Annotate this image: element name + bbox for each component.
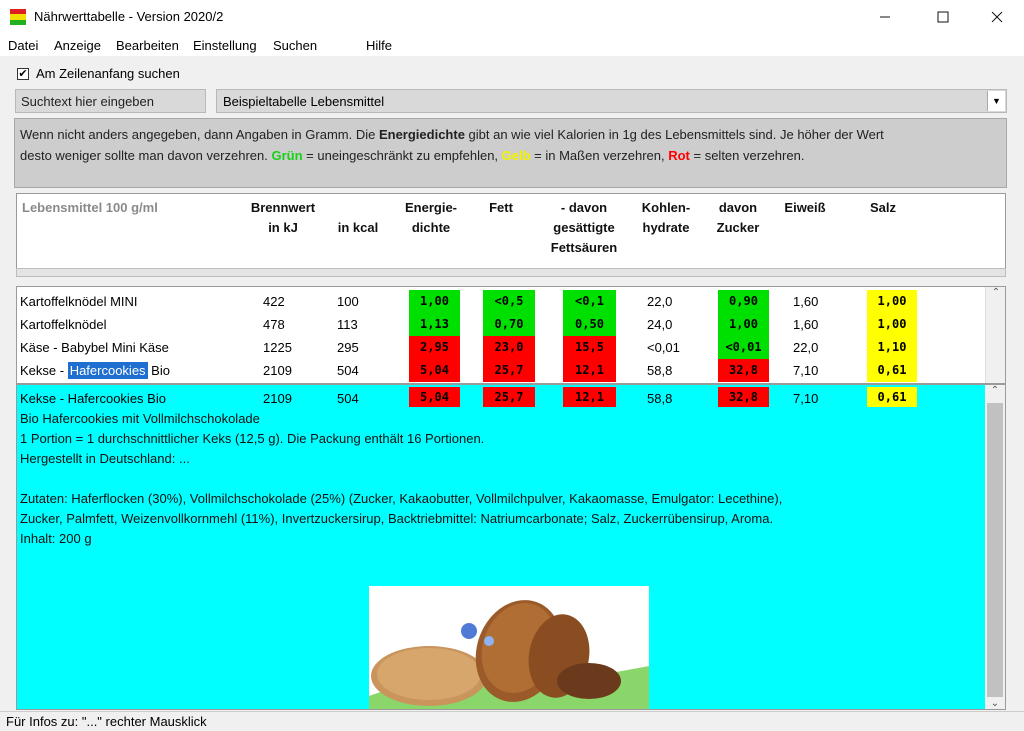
header-density[interactable]: Energie-dichte xyxy=(404,200,457,235)
window-title: Nährwerttabelle - Version 2020/2 xyxy=(34,9,224,24)
header-sugar[interactable]: davon Zucker xyxy=(716,200,760,235)
column-header: Lebensmittel 100 g/ml Brennwert in kJ in … xyxy=(16,193,1006,270)
legend-green: Grün xyxy=(271,148,303,163)
title-bar: Nährwerttabelle - Version 2020/2 xyxy=(0,0,1024,34)
header-protein[interactable]: Eiweiß xyxy=(784,200,826,215)
close-button[interactable] xyxy=(974,0,1020,34)
menu-einstellung[interactable]: Einstellung xyxy=(193,38,257,53)
menu-hilfe[interactable]: Hilfe xyxy=(366,38,393,53)
menu-datei[interactable]: Datei xyxy=(8,38,39,53)
scroll-thumb[interactable] xyxy=(987,403,1003,697)
minimize-button[interactable] xyxy=(862,0,908,34)
status-bar: Für Infos zu: "..." rechter Mausklick xyxy=(0,711,1024,731)
legend-yellow-text: = in Maßen verzehren, xyxy=(530,148,669,163)
scroll-up-icon[interactable]: ⌃ xyxy=(990,385,1000,396)
table-row-selected[interactable]: Kekse - Hafercookies Bio 2109 504 5,04 2… xyxy=(17,359,985,382)
menu-suchen[interactable]: Suchen xyxy=(273,38,318,53)
info-energy-density: Energiedichte xyxy=(378,127,465,142)
cookie-image xyxy=(369,586,649,709)
info-panel: Wenn nicht anders angegeben, dann Angabe… xyxy=(14,118,1007,188)
header-kj[interactable]: Brennwert in kJ xyxy=(250,200,316,235)
maximize-icon xyxy=(937,11,949,23)
search-start-label: Am Zeilenanfang suchen xyxy=(36,66,180,81)
chevron-down-icon[interactable]: ▼ xyxy=(987,91,1005,111)
table-row[interactable]: Käse - Babybel Mini Käse 1225 295 2,95 2… xyxy=(17,336,985,359)
app-icon xyxy=(10,9,26,25)
header-carbs[interactable]: Kohlen-hydrate xyxy=(641,200,691,235)
legend-green-text: = uneingeschränkt zu empfehlen, xyxy=(302,148,502,163)
legend-yellow: Gelb xyxy=(501,148,531,163)
maximize-button[interactable] xyxy=(920,0,966,34)
search-start-checkbox[interactable]: ✔ xyxy=(17,67,29,80)
minimize-icon xyxy=(880,16,890,18)
header-saturated[interactable]: - davon gesättigte Fettsäuren xyxy=(550,200,618,255)
header-kcal[interactable]: in kcal xyxy=(337,220,379,235)
menu-anzeige[interactable]: Anzeige xyxy=(54,38,101,53)
detail-scrollbar[interactable]: ⌃ ⌄ xyxy=(985,385,1005,709)
legend-red-text: = selten verzehren. xyxy=(689,148,805,163)
header-salt[interactable]: Salz xyxy=(869,200,896,215)
info-text-1b: gibt an wie viel Kalorien in 1g des Lebe… xyxy=(464,127,884,142)
search-input[interactable]: Suchtext hier eingeben xyxy=(15,89,206,113)
table-row[interactable]: Kartoffelknödel 478 113 1,13 0,70 0,50 2… xyxy=(17,313,985,336)
menu-bar: Datei Anzeige Bearbeiten Einstellung Suc… xyxy=(0,34,1024,56)
scroll-up-icon[interactable]: ⌃ xyxy=(991,287,1001,298)
header-fat[interactable]: Fett xyxy=(489,200,513,215)
table-row[interactable]: Kartoffelknödel MINI 422 100 1,00 <0,5 <… xyxy=(17,290,985,313)
food-table: Kartoffelknödel MINI 422 100 1,00 <0,5 <… xyxy=(16,286,1006,384)
header-food[interactable]: Lebensmittel 100 g/ml xyxy=(22,200,158,215)
detail-panel: Kekse - Hafercookies Bio 2109 504 5,04 2… xyxy=(16,384,1006,710)
table-select[interactable]: Beispieltabelle Lebensmittel ▼ xyxy=(216,89,1007,113)
header-splitter[interactable] xyxy=(16,268,1006,277)
menu-bearbeiten[interactable]: Bearbeiten xyxy=(116,38,179,53)
info-text-2: desto weniger sollte man davon verzehren… xyxy=(20,148,272,163)
close-icon xyxy=(991,11,1003,23)
detail-row: Kekse - Hafercookies Bio 2109 504 5,04 2… xyxy=(17,387,985,409)
table-scrollbar[interactable]: ⌃ xyxy=(985,287,1005,383)
scroll-down-icon[interactable]: ⌄ xyxy=(990,698,1000,709)
search-start-option[interactable]: ✔ Am Zeilenanfang suchen xyxy=(17,66,180,81)
selected-text: Hafercookies xyxy=(67,362,148,379)
table-select-value: Beispieltabelle Lebensmittel xyxy=(223,94,385,109)
detail-description[interactable]: Bio Hafercookies mit Vollmilchschokolade… xyxy=(20,411,783,546)
legend-red: Rot xyxy=(668,148,690,163)
info-text-1a: Wenn nicht anders angegeben, dann Angabe… xyxy=(20,127,379,142)
